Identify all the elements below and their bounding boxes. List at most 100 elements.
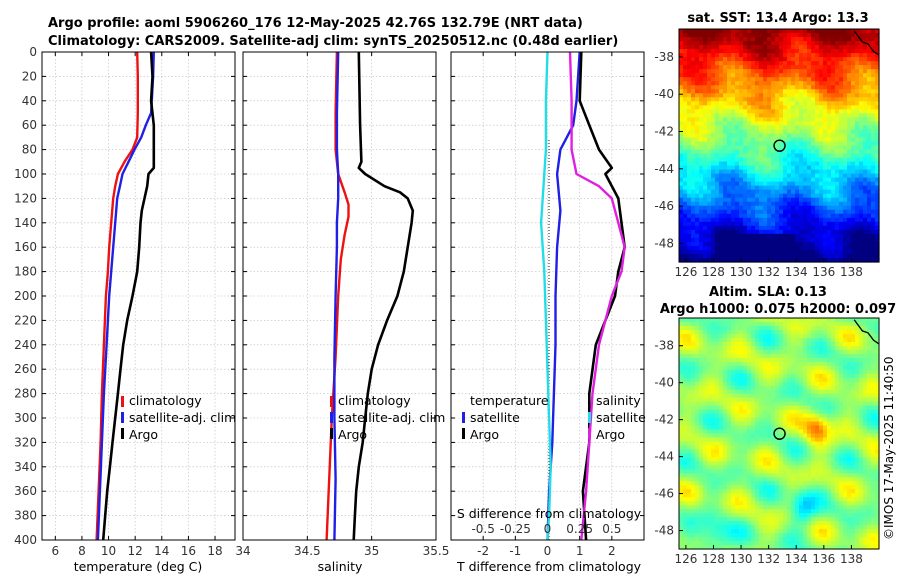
- map-cell: [791, 157, 796, 163]
- map-cell: [867, 229, 872, 235]
- map-cell: [767, 65, 772, 70]
- map-cell: [727, 413, 732, 419]
- map-cell: [719, 129, 724, 135]
- map-cell: [779, 37, 784, 42]
- map-cell: [811, 449, 816, 455]
- map-cell: [867, 441, 872, 447]
- map-cell: [787, 393, 792, 399]
- map-cell: [731, 429, 736, 435]
- map-cell: [775, 449, 780, 455]
- map-cell: [687, 341, 692, 347]
- map-cell: [791, 221, 796, 227]
- map-cell: [851, 333, 856, 339]
- map-cell: [743, 345, 748, 351]
- map-cell: [875, 201, 880, 207]
- map-cell: [839, 217, 844, 223]
- map-cell: [823, 253, 828, 259]
- map-cell: [715, 217, 720, 223]
- map-cell: [735, 441, 740, 447]
- map-cell: [711, 41, 716, 46]
- map-cell: [867, 141, 872, 147]
- map-cell: [739, 401, 744, 407]
- map-cell: [811, 437, 816, 443]
- map-cell: [867, 393, 872, 399]
- map-cell: [803, 405, 808, 411]
- map-cell: [791, 145, 796, 151]
- map-cell: [815, 373, 820, 379]
- map-cell: [819, 321, 824, 327]
- map-cell: [811, 401, 816, 407]
- map-cell: [711, 253, 716, 259]
- map-cell: [875, 165, 880, 171]
- map-cell: [727, 357, 732, 363]
- map-cell: [847, 425, 852, 431]
- map-cell: [719, 237, 724, 243]
- map-cell: [695, 321, 700, 327]
- map-cell: [715, 33, 720, 38]
- map-cell: [767, 101, 772, 106]
- map-cell: [715, 417, 720, 423]
- map-cell: [723, 185, 728, 191]
- map-cell: [847, 93, 852, 98]
- map-cell: [683, 217, 688, 223]
- map-cell: [875, 329, 880, 335]
- map-cell: [763, 29, 768, 34]
- map-cell: [779, 41, 784, 46]
- map-cell: [815, 53, 820, 58]
- map-cell: [783, 81, 788, 86]
- map-cell: [747, 377, 752, 383]
- map-cell: [867, 245, 872, 251]
- map-cell: [807, 357, 812, 363]
- map-cell: [735, 193, 740, 199]
- map-cell: [791, 249, 796, 255]
- map-cell: [731, 217, 736, 223]
- map-cell: [763, 145, 768, 151]
- map-cell: [863, 365, 868, 371]
- map-cell: [751, 409, 756, 415]
- map-cell: [687, 453, 692, 458]
- map-cell: [695, 405, 700, 411]
- map-cell: [727, 181, 732, 187]
- map-cell: [739, 193, 744, 199]
- map-cell: [787, 353, 792, 359]
- map-cell: [851, 409, 856, 415]
- map-cell: [715, 325, 720, 331]
- sla-map-subtitle: Argo h1000: 0.075 h2000: 0.097: [660, 302, 896, 317]
- map-cell: [847, 349, 852, 355]
- map-cell: [703, 137, 708, 143]
- map-cell: [767, 129, 772, 135]
- map-cell: [787, 361, 792, 367]
- map-cell: [851, 325, 856, 331]
- map-cell: [687, 85, 692, 90]
- map-cell: [743, 385, 748, 391]
- map-cell: [703, 257, 708, 263]
- map-cell: [835, 217, 840, 223]
- map-cell: [743, 45, 748, 50]
- map-cell: [819, 253, 824, 259]
- map-cell: [803, 417, 808, 423]
- map-cell: [807, 385, 812, 391]
- map-cell: [703, 89, 708, 94]
- map-cell: [803, 421, 808, 427]
- map-cell: [855, 57, 860, 62]
- map-cell: [727, 249, 732, 255]
- map-cell: [819, 45, 824, 50]
- map-cell: [795, 221, 800, 227]
- map-cell: [855, 397, 860, 403]
- map-cell: [847, 65, 852, 70]
- map-cell: [679, 65, 684, 70]
- map-cell: [695, 61, 700, 66]
- map-cell: [751, 189, 756, 195]
- map-cell: [811, 337, 816, 343]
- map-cell: [875, 145, 880, 151]
- map-cell: [855, 381, 860, 387]
- map-cell: [823, 385, 828, 391]
- x-tick-label: 8: [78, 544, 86, 558]
- map-cell: [843, 77, 848, 82]
- map-cell: [747, 329, 752, 335]
- map-cell: [823, 357, 828, 363]
- map-cell: [727, 417, 732, 423]
- map-cell: [763, 61, 768, 66]
- map-cell: [847, 393, 852, 399]
- map-cell: [731, 425, 736, 431]
